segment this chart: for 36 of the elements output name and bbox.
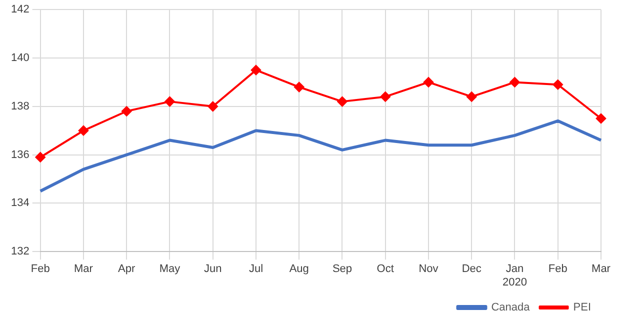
x-tick-label: Aug	[289, 263, 309, 276]
x-tick-label: Feb	[30, 263, 50, 276]
y-tick-label: 142	[10, 4, 30, 16]
x-tick-label: Apr	[118, 263, 136, 276]
x-tick-label: May	[159, 263, 181, 276]
legend-label: PEI	[573, 302, 592, 314]
x-tick-label: Jul	[248, 263, 264, 276]
point	[35, 152, 46, 162]
y-tick-label: 132	[10, 246, 30, 258]
point	[208, 101, 218, 112]
point	[380, 92, 390, 102]
point	[337, 96, 348, 107]
point	[122, 106, 132, 116]
point	[552, 80, 563, 90]
point	[423, 77, 434, 88]
legend-label: Canada	[491, 302, 531, 314]
y-tick-label: 140	[10, 52, 30, 64]
x-tick-label: Nov	[418, 263, 439, 276]
point	[466, 92, 477, 102]
x-tick-label: Jun	[204, 263, 222, 276]
x-tick-label: Jan 2020	[502, 263, 527, 288]
x-tick-label: Mar	[592, 263, 611, 276]
point	[164, 96, 175, 107]
point	[510, 77, 520, 88]
point	[250, 65, 261, 76]
x-tick-label: Mar	[74, 263, 94, 276]
x-tick-label: Feb	[548, 263, 568, 276]
point	[294, 82, 304, 92]
y-tick-label: 134	[10, 197, 30, 210]
y-tick-label: 138	[10, 100, 30, 112]
y-tick-label: 136	[10, 148, 30, 161]
point	[596, 114, 606, 124]
x-tick-label: Dec	[462, 263, 482, 276]
x-tick-label: Sep	[332, 263, 352, 276]
point	[78, 126, 88, 136]
x-tick-label: Oct	[376, 263, 394, 276]
